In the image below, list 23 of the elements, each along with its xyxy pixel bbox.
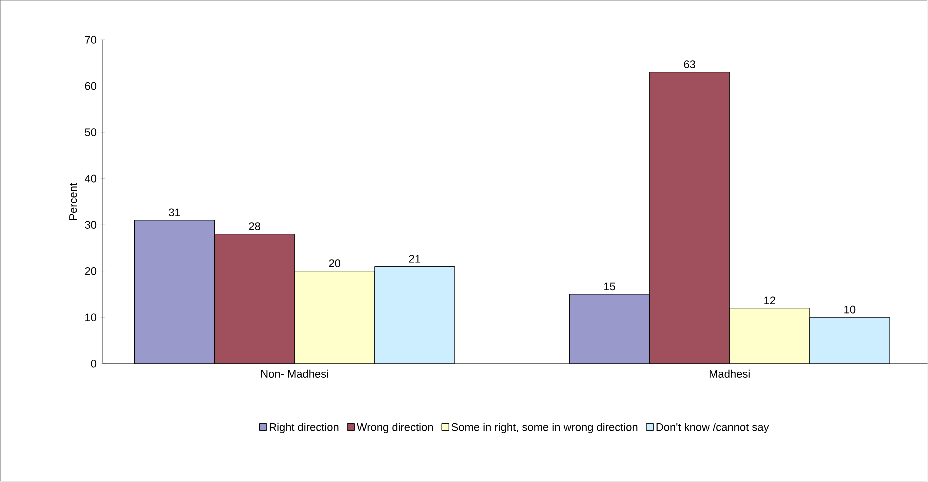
data-label: 31: [169, 208, 180, 217]
legend-label: Right direction: [270, 423, 339, 434]
data-label: 12: [764, 296, 776, 305]
y-tick-label: 0: [91, 360, 97, 368]
legend-label: Some in right, some in wrong direction: [452, 423, 638, 434]
x-tick-label: Non- Madhesi: [262, 370, 328, 378]
data-label: 21: [409, 255, 420, 263]
data-label: 63: [684, 60, 696, 69]
y-tick-label: 40: [85, 174, 97, 183]
data-label: 10: [844, 306, 856, 314]
legend-label: Don't know /cannot say: [656, 423, 770, 434]
y-tick-label: 50: [85, 128, 97, 136]
y-axis-title: Percent: [70, 183, 78, 220]
legend-label: Wrong direction: [356, 423, 434, 434]
y-tick-label: 70: [85, 36, 97, 44]
y-tick-label: 60: [85, 82, 97, 90]
y-tick-label: 20: [85, 268, 97, 276]
data-label: 20: [329, 260, 341, 268]
y-tick-label: 30: [85, 221, 97, 230]
data-label: 15: [604, 282, 616, 291]
data-label: 28: [249, 222, 260, 230]
x-tick-label: Madhesi: [710, 370, 750, 378]
y-tick-label: 10: [86, 314, 97, 322]
